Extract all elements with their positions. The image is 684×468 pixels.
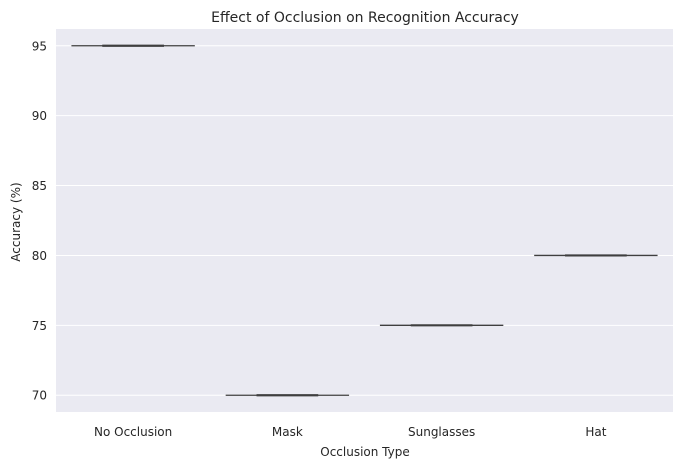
y-axis-label: Accuracy (%) [9,182,23,261]
plot-area [56,29,673,412]
x-tick-label: Hat [585,425,606,439]
box-marks [71,44,658,397]
y-tick-label: 85 [32,179,47,193]
x-tick-label: Mask [272,425,303,439]
x-tick-label: Sunglasses [408,425,475,439]
y-tick-labels: 70 75 80 85 90 95 [32,39,47,402]
y-tick-label: 75 [32,319,47,333]
chart-title: Effect of Occlusion on Recognition Accur… [211,10,519,26]
y-tick-label: 95 [32,39,47,53]
x-tick-label: No Occlusion [94,425,172,439]
y-tick-label: 70 [32,389,47,403]
x-axis-label: Occlusion Type [320,445,410,459]
y-tick-label: 90 [32,109,47,123]
x-tick-labels: No Occlusion Mask Sunglasses Hat [94,425,607,439]
y-tick-label: 80 [32,249,47,263]
